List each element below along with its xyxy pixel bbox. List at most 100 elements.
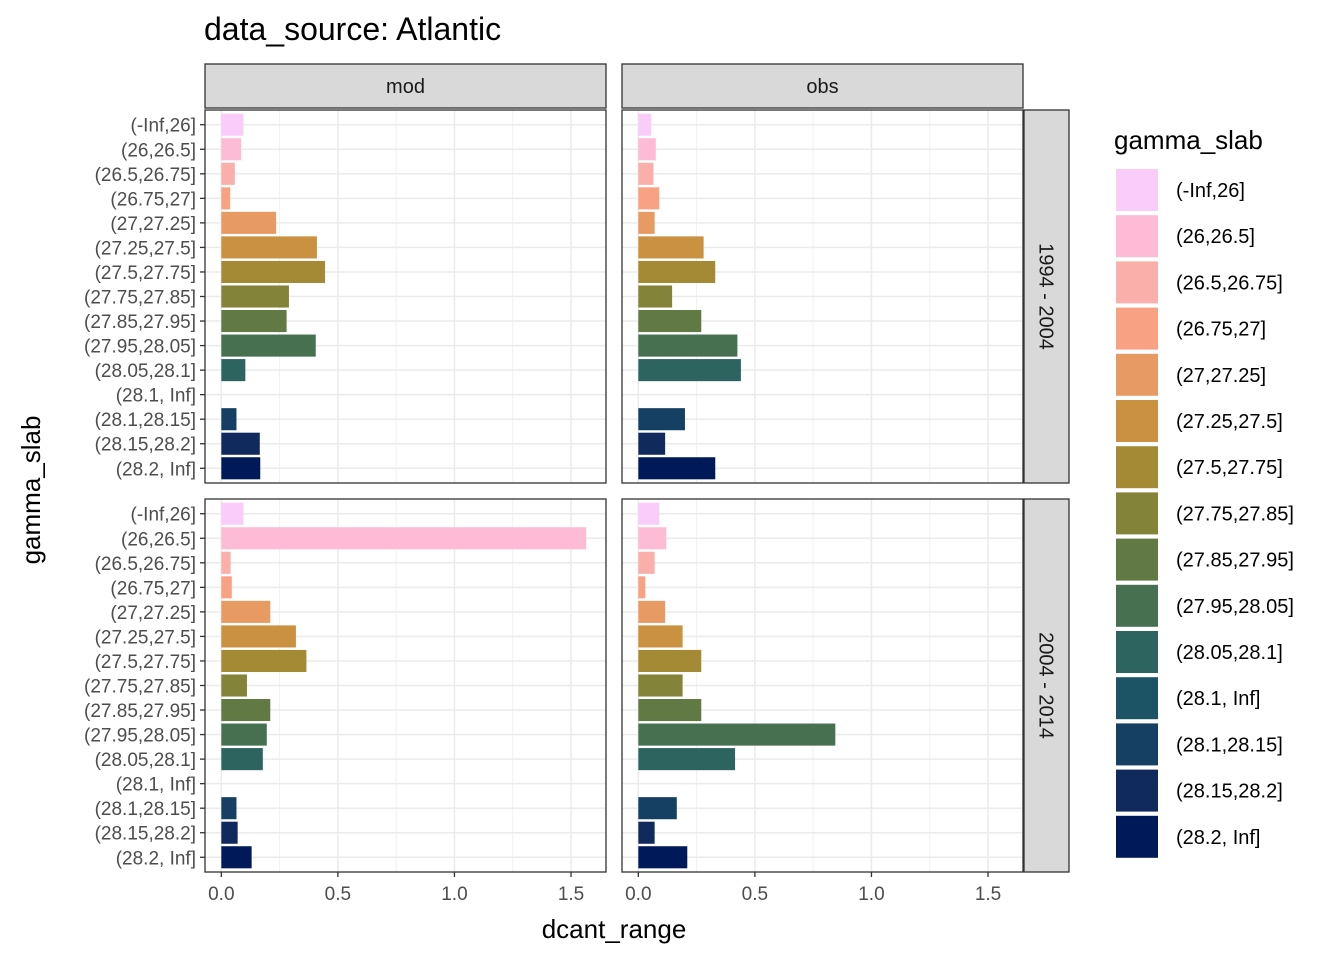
legend-label: (28.15,28.2] <box>1176 781 1283 803</box>
bar-28-15-28-2 <box>221 432 260 455</box>
y-tick-label: (26.5,26.75] <box>95 554 196 575</box>
legend-label: (28.1, Inf] <box>1176 688 1261 710</box>
y-tick-label: (28.1,28.15] <box>95 410 196 431</box>
legend-key-26-75-27 <box>1116 307 1158 350</box>
facet-panels: mod obs 1994 - 2004 2004 - 2014 (-Inf,26] (26… <box>84 63 1070 905</box>
y-tick-label: (28.1, Inf] <box>116 386 196 407</box>
bar-26-75-27 <box>221 576 232 599</box>
legend-key-27-25-27-5 <box>1116 400 1158 442</box>
bar-28-2-inf <box>638 457 716 480</box>
y-tick-label: (27.85,27.95] <box>84 312 196 333</box>
x-tick-label: 0.0 <box>208 884 234 905</box>
bar-27-27-25 <box>638 211 655 234</box>
bar-28-1-28-15 <box>221 408 237 431</box>
legend-key-26-5-26-75 <box>1116 261 1158 304</box>
legend-key-inf-26 <box>1116 169 1158 211</box>
legend-label: (28.1,28.15] <box>1176 734 1283 756</box>
legend-label: (27.75,27.85] <box>1176 503 1294 525</box>
y-tick-label: (28.2, Inf] <box>116 848 196 869</box>
legend-label: (-Inf,26] <box>1176 180 1245 202</box>
x-tick-label: 1.0 <box>441 884 467 905</box>
legend-label: (27.85,27.95] <box>1176 550 1294 572</box>
legend-label: (27,27.25] <box>1176 365 1266 387</box>
bar-27-75-27-85 <box>221 674 247 697</box>
bar-28-05-28-1 <box>221 748 263 771</box>
y-tick-label: (28.15,28.2] <box>95 435 196 456</box>
facet-row-strip-label: 2004 - 2014 <box>1035 632 1057 739</box>
y-tick-label: (28.1, Inf] <box>116 775 196 796</box>
legend-key-27-95-28-05 <box>1116 584 1158 627</box>
legend-label: (28.05,28.1] <box>1176 642 1283 664</box>
bar-27-25-27-5 <box>638 236 704 259</box>
legend: gamma_slab (-Inf,26] (26,26.5] (26.5,26.75… <box>1114 125 1294 858</box>
legend-title: gamma_slab <box>1114 125 1263 155</box>
bar-27-5-27-75 <box>221 260 326 284</box>
bar-27-5-27-75 <box>638 260 716 284</box>
bar-27-5-27-75 <box>638 649 702 673</box>
bar-26-26-5 <box>638 138 656 161</box>
y-tick-label: (-Inf,26] <box>131 505 196 526</box>
facet-row-strip-1994-2004 <box>1023 109 1070 484</box>
facet-strip-mod <box>204 63 607 109</box>
bar-28-1-28-15 <box>638 408 685 431</box>
legend-key-27-27-25 <box>1116 353 1158 396</box>
facet-strip-obs <box>621 63 1024 109</box>
y-axis-title: gamma_slab <box>16 416 46 565</box>
bar-26-75-27 <box>221 187 231 210</box>
legend-label: (26.5,26.75] <box>1176 272 1283 294</box>
y-tick-label: (27.75,27.85] <box>84 288 196 309</box>
y-tick-label: (27.25,27.5] <box>95 627 196 648</box>
y-tick-label: (27.5,27.75] <box>95 652 196 673</box>
legend-key-27-75-27-85 <box>1116 492 1158 535</box>
bar-26-75-27 <box>638 576 646 599</box>
bar-27-85-27-95 <box>221 309 287 333</box>
bar-26-5-26-75 <box>638 551 655 574</box>
bar-26-26-5 <box>221 527 587 550</box>
x-tick-label: 1.5 <box>975 884 1001 905</box>
bar-27-75-27-85 <box>638 674 683 697</box>
bar-26-26-5 <box>638 527 667 550</box>
bar-27-5-27-75 <box>221 649 307 673</box>
bar-26-5-26-75 <box>221 551 231 574</box>
x-tick-label: 1.5 <box>558 884 584 905</box>
y-tick-label: (28.15,28.2] <box>95 824 196 845</box>
legend-key-28-2-inf <box>1116 815 1158 858</box>
y-tick-label: (28.1,28.15] <box>95 799 196 820</box>
y-tick-label: (27.75,27.85] <box>84 677 196 698</box>
panel-border <box>621 109 1024 484</box>
bar-inf-26 <box>221 502 244 525</box>
legend-label: (27.5,27.75] <box>1176 457 1283 479</box>
bar-26-5-26-75 <box>221 162 235 185</box>
legend-key-27-5-27-75 <box>1116 446 1158 489</box>
y-tick-label: (27.5,27.75] <box>95 263 196 284</box>
legend-key-28-1-inf <box>1116 677 1158 720</box>
bar-28-05-28-1 <box>221 359 246 382</box>
bar-27-85-27-95 <box>638 309 702 333</box>
bar-27-95-28-05 <box>638 723 836 746</box>
panel-obs-2004-2014: 0.0 0.5 1.0 1.5 <box>621 498 1024 905</box>
y-tick-label: (27,27.25] <box>110 214 196 235</box>
x-tick-label: 0.5 <box>325 884 351 905</box>
bar-26-5-26-75 <box>638 162 654 185</box>
bar-28-05-28-1 <box>638 359 741 382</box>
bar-27-95-28-05 <box>638 334 738 357</box>
bar-27-85-27-95 <box>638 698 702 722</box>
legend-key-27-85-27-95 <box>1116 538 1158 581</box>
legend-label: (27.25,27.5] <box>1176 411 1283 433</box>
y-tick-label: (-Inf,26] <box>131 116 196 137</box>
y-tick-label: (26,26.5] <box>121 529 196 550</box>
x-tick-label: 0.5 <box>742 884 768 905</box>
bar-27-25-27-5 <box>221 236 317 259</box>
bar-26-26-5 <box>221 138 242 161</box>
x-axis-title: dcant_range <box>542 914 687 944</box>
y-tick-label: (26,26.5] <box>121 140 196 161</box>
chart-title: data_source: Atlantic <box>204 11 501 47</box>
bar-28-15-28-2 <box>638 432 666 455</box>
bar-inf-26 <box>638 113 652 136</box>
bar-27-27-25 <box>638 600 666 623</box>
bar-28-1-28-15 <box>638 797 677 820</box>
y-tick-label: (27.85,27.95] <box>84 701 196 722</box>
facet-row-strip-2004-2014 <box>1023 498 1070 873</box>
bar-27-25-27-5 <box>221 625 296 648</box>
bar-26-75-27 <box>638 187 660 210</box>
